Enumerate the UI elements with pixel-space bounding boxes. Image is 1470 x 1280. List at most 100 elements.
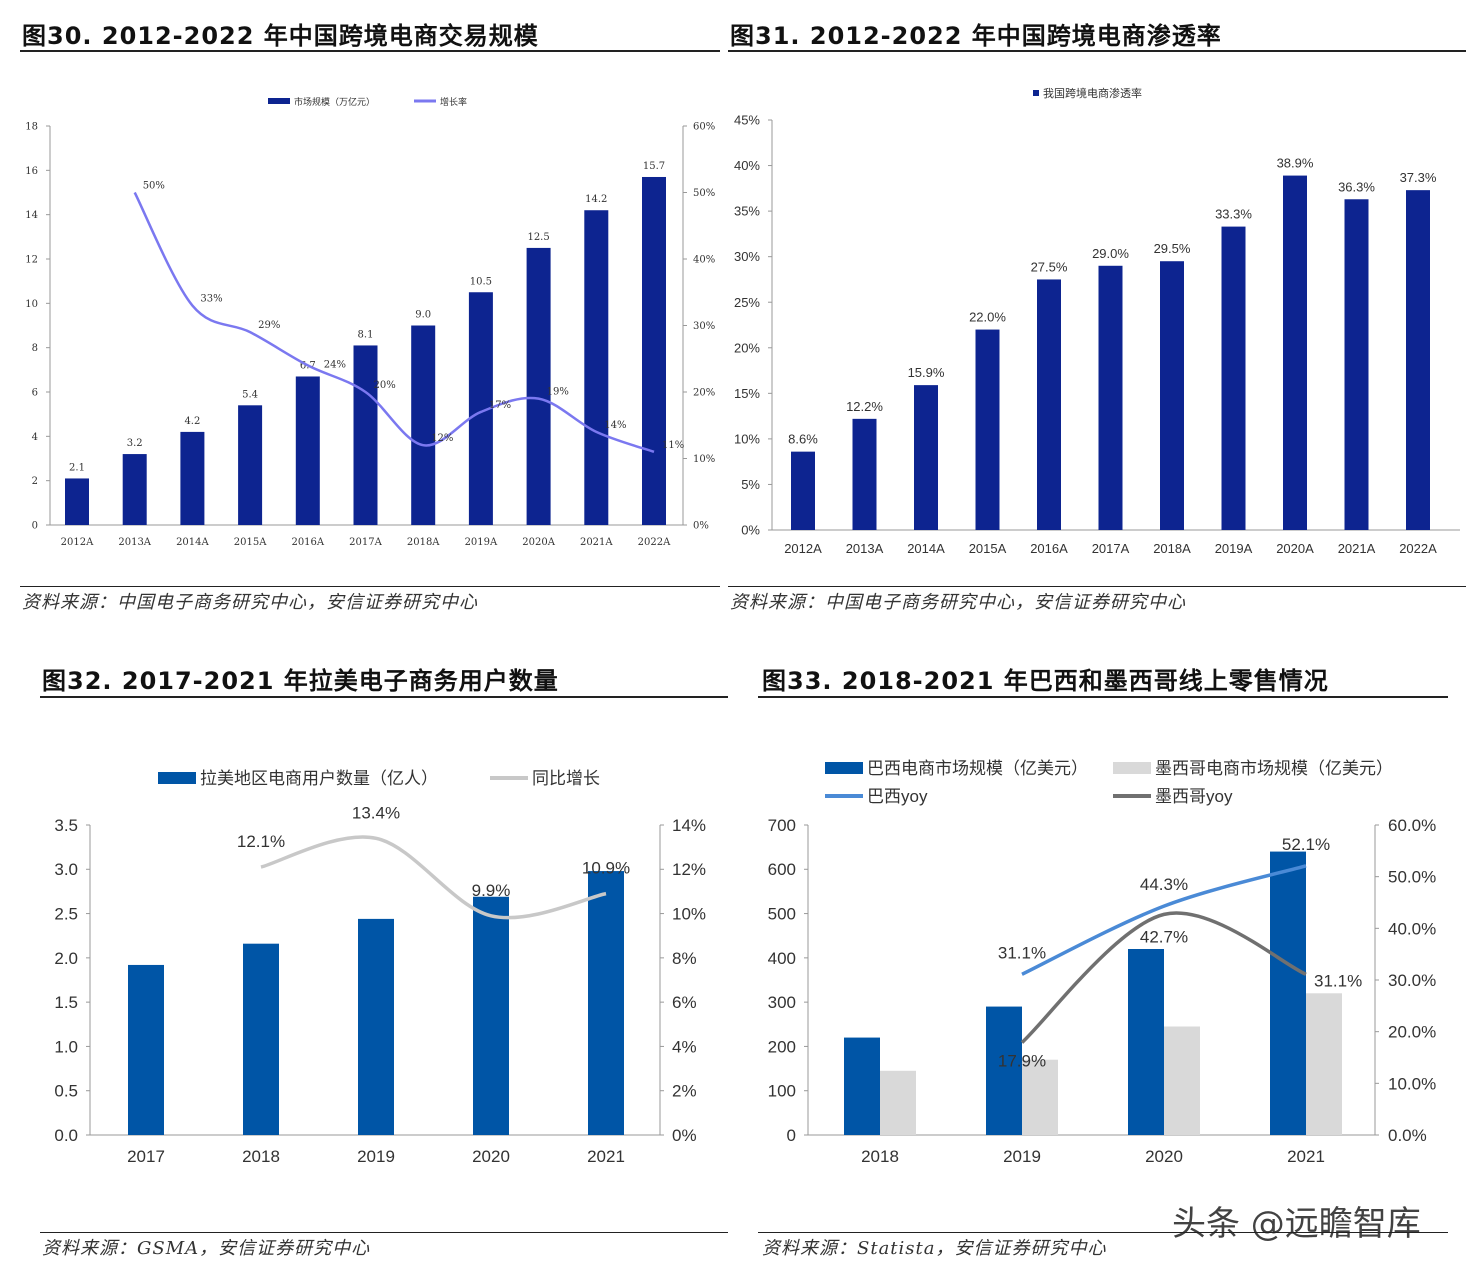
line-data-label: 19% (547, 387, 569, 398)
x-tick-label: 2018 (242, 1147, 280, 1166)
line-data-label: 50% (143, 181, 165, 192)
chart-32: 0.0 0.5 1.0 1.5 2.0 2.5 3.0 3.5 0% 2% 4% 6% 8% 10% 12%… (54, 769, 706, 1166)
right-tick-label: 40.0% (1388, 919, 1436, 938)
figure-32-title: 图32. 2017-2021 年拉美电子商务用户数量 (42, 667, 559, 695)
right-tick-label: 20% (693, 388, 715, 399)
bar (588, 871, 624, 1135)
x-tick-label: 2018A (1153, 541, 1191, 556)
right-tick-label: 12% (672, 860, 706, 879)
x-tick-label: 2019 (1003, 1147, 1041, 1166)
bar-data-label: 36.3% (1338, 179, 1375, 194)
figure-31-title: 图31. 2012-2022 年中国跨境电商渗透率 (730, 22, 1222, 50)
bar (914, 385, 938, 530)
line-data-label: 31.1% (1314, 971, 1362, 990)
bar (1406, 190, 1430, 530)
figure-32-source: 资料来源：GSMA，安信证券研究中心 (42, 1238, 371, 1259)
x-tick-label: 2013A (118, 537, 151, 548)
bar (128, 964, 164, 1135)
line-data-label: 42.7% (1140, 927, 1188, 946)
bar-data-label: 12.2% (846, 399, 883, 414)
right-tick-label: 60.0% (1388, 816, 1436, 835)
legend-label: 墨西哥yoy (1155, 787, 1233, 806)
right-tick-label: 10% (672, 905, 706, 924)
line-data-label: 12% (431, 433, 453, 444)
line-series (1021, 864, 1307, 976)
left-tick-label: 700 (768, 816, 796, 835)
left-tick-label: 45% (734, 113, 760, 128)
legend-swatch (825, 762, 863, 774)
right-tick-label: 2% (672, 1082, 697, 1101)
title-rule (20, 50, 720, 52)
left-tick-label: 1.5 (54, 993, 78, 1012)
bar (880, 1070, 916, 1135)
x-tick-label: 2019A (1215, 541, 1253, 556)
bar (1221, 226, 1246, 530)
x-tick-label: 2022A (638, 537, 671, 548)
line-data-label: 17.9% (998, 1052, 1046, 1071)
left-tick-label: 400 (768, 949, 796, 968)
left-tick-label: 100 (768, 1082, 796, 1101)
watermark: 头条 @远瞻智库 (1172, 1204, 1421, 1244)
left-tick-label: 6 (32, 388, 38, 399)
x-tick-label: 2015A (969, 541, 1007, 556)
bar-data-label: 33.3% (1215, 207, 1252, 222)
x-tick-label: 2020A (1276, 541, 1314, 556)
left-tick-label: 0 (32, 521, 38, 532)
figure-30-title: 图30. 2012-2022 年中国跨境电商交易规模 (22, 22, 539, 50)
bar-data-label: 8.1 (358, 329, 374, 340)
bar-data-label: 27.5% (1031, 259, 1068, 274)
legend-swatch (1033, 90, 1039, 96)
right-tick-label: 30% (693, 321, 715, 332)
x-tick-label: 2018 (861, 1147, 899, 1166)
left-tick-label: 18 (25, 122, 38, 133)
bar (975, 329, 1000, 530)
right-tick-label: 60% (693, 122, 715, 133)
line-data-label: 29% (258, 320, 280, 331)
legend-label: 巴西yoy (867, 787, 928, 806)
source-rule (40, 1232, 728, 1233)
x-tick-label: 2021 (587, 1147, 625, 1166)
x-tick-label: 2012A (61, 537, 94, 548)
x-tick-label: 2022A (1399, 541, 1437, 556)
right-tick-label: 0% (693, 521, 709, 532)
bar (473, 896, 509, 1135)
bar (295, 376, 320, 525)
left-tick-label: 300 (768, 993, 796, 1012)
right-tick-label: 20.0% (1388, 1023, 1436, 1042)
x-tick-label: 2016A (1030, 541, 1068, 556)
title-rule (758, 696, 1448, 698)
bar (1306, 993, 1342, 1135)
x-tick-label: 2020A (522, 537, 555, 548)
legend-label: 我国跨境电商渗透率 (1043, 86, 1142, 100)
bar (1283, 175, 1307, 531)
bar-data-label: 29.0% (1092, 246, 1129, 261)
figure-31-source: 资料来源：中国电子商务研究中心，安信证券研究中心 (730, 592, 1186, 613)
source-rule (20, 586, 720, 587)
bar-data-label: 5.4 (242, 389, 258, 400)
bar-data-label: 4.2 (184, 416, 200, 427)
left-tick-label: 200 (768, 1037, 796, 1056)
right-tick-label: 8% (672, 949, 697, 968)
right-tick-label: 6% (672, 993, 697, 1012)
left-tick-label: 30% (734, 249, 760, 264)
line-data-label: 11% (662, 440, 684, 451)
x-tick-label: 2015A (234, 537, 267, 548)
source-rule (728, 586, 1466, 587)
legend-label: 墨西哥电商市场规模（亿美元） (1155, 759, 1393, 778)
left-tick-label: 3.0 (54, 860, 78, 879)
bar-data-label: 9.0 (415, 310, 431, 321)
left-tick-label: 14 (25, 210, 38, 221)
bar (238, 405, 263, 525)
bar (1164, 1026, 1200, 1135)
right-tick-label: 0.0% (1388, 1126, 1427, 1145)
left-tick-label: 3.5 (54, 816, 78, 835)
left-tick-label: 2.5 (54, 905, 78, 924)
bar-data-label: 14.2 (585, 194, 607, 205)
x-tick-label: 2021 (1287, 1147, 1325, 1166)
line-data-label: 14% (604, 420, 626, 431)
line-data-label: 33% (200, 294, 222, 305)
line-series (260, 835, 607, 920)
bar (1344, 199, 1369, 530)
title-rule (40, 696, 728, 698)
left-tick-label: 2.0 (54, 949, 78, 968)
